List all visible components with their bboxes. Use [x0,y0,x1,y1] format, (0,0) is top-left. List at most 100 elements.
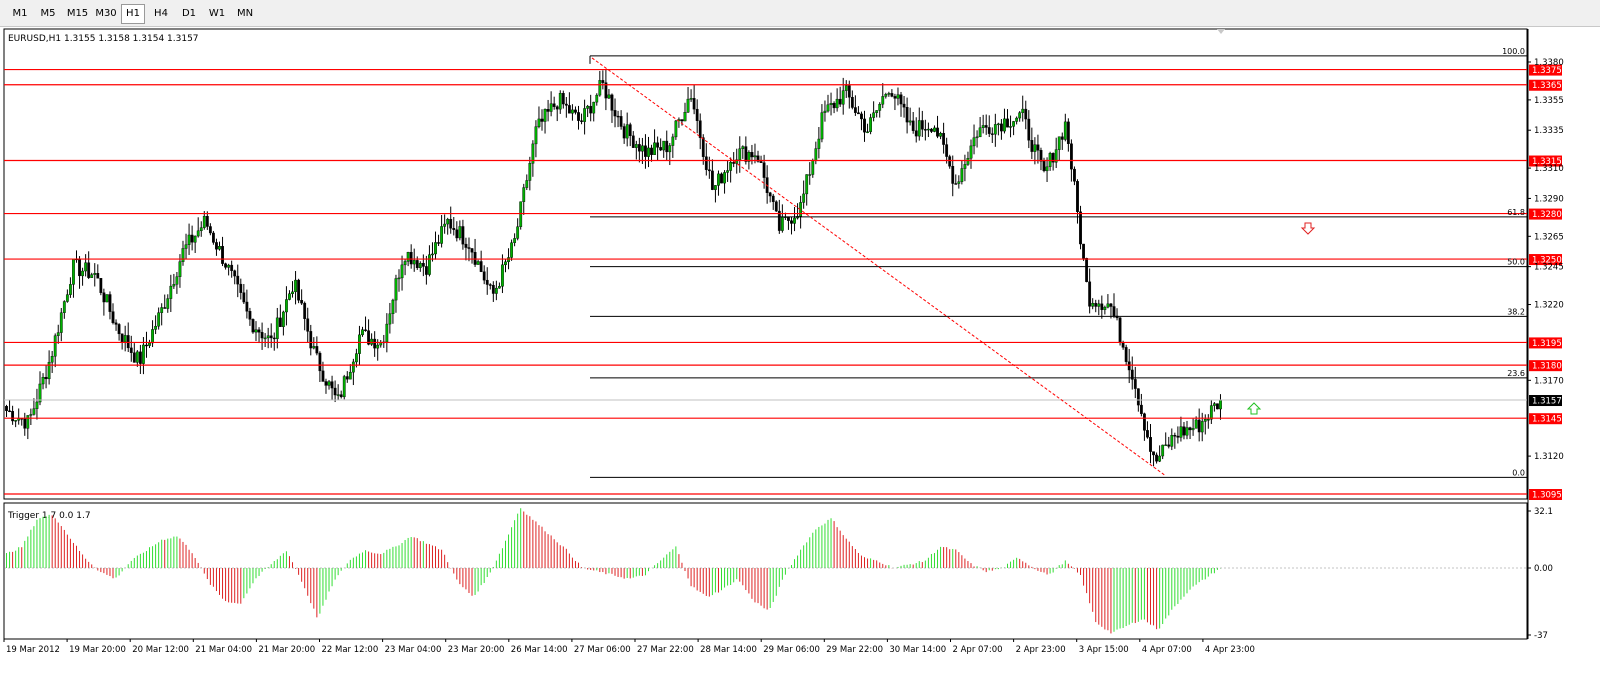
bull-candle-body [1054,149,1058,163]
timeframe-button-mn[interactable]: MN [236,8,254,19]
candle [135,350,139,367]
candle [281,310,285,336]
timeframe-button-w1[interactable]: W1 [208,8,226,19]
bear-candle-body [853,107,857,113]
candle [546,99,550,122]
bear-candle-body [1079,211,1082,245]
bear-candle-body [680,119,684,122]
bear-candle-body [1146,430,1149,438]
bull-candle-body [516,226,520,239]
bear-candle-body [1073,168,1076,182]
bull-candle-body [957,181,961,184]
candle [1012,120,1015,136]
bear-candle-body [580,120,583,122]
candle [586,104,590,118]
bull-candle-body [978,127,982,138]
bear-candle-body [367,330,370,345]
candle [1094,299,1098,313]
candle [978,116,982,138]
bull-candle-body [281,311,285,327]
bear-candle-body [1182,426,1186,436]
bear-candle-body [467,247,471,249]
candle [437,234,440,246]
bear-candle-body [589,105,593,114]
candle [99,278,103,296]
bull-candle-body [418,262,422,269]
time-axis-label: 29 Mar 22:00 [826,645,883,655]
bull-candle-body [686,98,690,113]
timeframe-button-h1[interactable]: H1 [121,4,145,24]
price-chart[interactable]: EURUSD,H1 1.3155 1.3158 1.3154 1.3157 1.3… [0,27,1600,676]
candle [409,244,413,269]
bear-candle-body [546,109,550,112]
bear-candle-body [278,317,282,327]
bull-candle-body [1063,121,1067,140]
candle [47,350,51,385]
candle [278,304,282,327]
bear-candle-body [744,146,748,162]
candle [35,388,39,420]
timeframe-button-d1[interactable]: D1 [181,8,197,19]
bull-candle-body [446,218,450,225]
candle [890,89,894,98]
candle [619,110,623,130]
candle [1179,416,1183,442]
candle [1197,408,1201,442]
bull-candle-body [1179,426,1183,438]
level-label: 1.3280 [1532,210,1562,220]
bull-candle-body [355,353,358,363]
bear-candle-body [212,232,215,243]
bear-candle-body [1136,388,1140,406]
bull-candle-body [181,248,185,262]
candle [59,308,63,342]
candle [303,301,307,331]
price-tick-label: 1.3310 [1534,164,1564,174]
candle [1033,137,1037,165]
timeframe-button-m5[interactable]: M5 [40,8,56,19]
timeframe-button-m30[interactable]: M30 [95,8,117,19]
candle [358,325,361,366]
bear-candle-body [239,283,243,293]
candle [254,321,258,342]
bear-candle-body [1024,108,1028,120]
bull-candle-body [1033,144,1037,152]
bear-candle-body [415,260,419,269]
level-label-bg [1529,337,1562,349]
bear-candle-body [114,322,118,325]
candle [1039,147,1043,171]
bear-candle-body [762,162,766,178]
bear-candle-body [479,261,483,272]
candle [242,284,246,305]
candle [674,119,678,140]
candle [1085,257,1089,283]
bear-candle-body [1085,258,1089,283]
bull-candle-body [336,394,340,396]
bear-candle-body [321,370,325,382]
bear-candle-body [269,335,273,339]
bull-candle-body [747,152,751,162]
candle [348,364,352,380]
bull-candle-body [14,420,18,422]
candle [132,343,136,363]
candle [178,254,182,288]
timeframe-button-m1[interactable]: M1 [12,8,28,19]
candle [1088,268,1092,314]
level-label-bg [1529,254,1562,266]
bear-candle-body [601,80,605,83]
candle [835,88,839,112]
timeframe-button-m15[interactable]: M15 [66,8,89,19]
bear-candle-body [540,118,544,122]
candle [957,175,961,189]
bull-candle-body [218,246,221,250]
level-label-bg [1529,155,1562,167]
bull-candle-body [1003,118,1006,132]
bull-candle-body [403,261,407,266]
bull-candle-body [202,216,206,228]
candle [230,260,234,278]
candle [1185,420,1189,440]
timeframe-button-h4[interactable]: H4 [154,8,168,19]
candle [683,102,687,122]
candle [954,174,958,185]
candle [184,233,188,259]
bull-candle-body [875,110,879,113]
